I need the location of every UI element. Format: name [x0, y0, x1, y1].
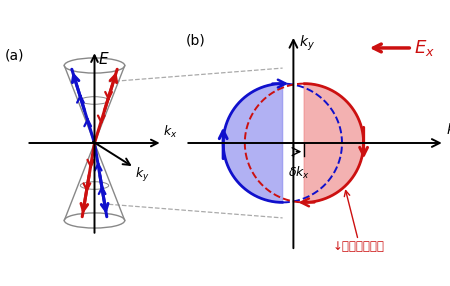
Text: (b): (b)	[185, 34, 205, 48]
Text: $k_x$: $k_x$	[446, 121, 450, 139]
Text: ↓スピンの蓄積: ↓スピンの蓄積	[332, 240, 384, 253]
Text: $k_y$: $k_y$	[135, 166, 150, 184]
Polygon shape	[304, 84, 364, 202]
Text: $\delta k_x$: $\delta k_x$	[288, 165, 310, 181]
Text: $E$: $E$	[98, 51, 110, 67]
Text: (a): (a)	[5, 49, 24, 63]
Text: $k_x$: $k_x$	[163, 124, 178, 140]
Polygon shape	[223, 84, 283, 202]
Text: $k_y$: $k_y$	[299, 34, 315, 53]
Text: $E_x$: $E_x$	[414, 38, 435, 58]
